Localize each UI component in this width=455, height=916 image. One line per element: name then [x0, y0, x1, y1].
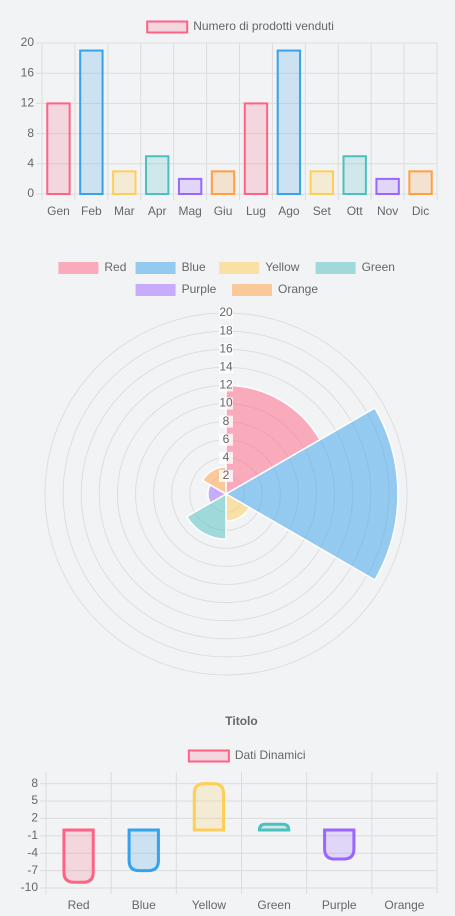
radial-tick-label: 6: [223, 432, 230, 446]
tick-backdrop: [219, 415, 233, 428]
bar: [192, 782, 226, 832]
chart-title: Titolo: [225, 714, 257, 728]
radial-tick-label: 12: [219, 378, 233, 392]
bar: [323, 828, 356, 861]
y-tick-label: 16: [21, 65, 35, 79]
legend-swatch: [187, 749, 230, 763]
radial-tick-label: 16: [219, 341, 233, 355]
polar-sector: [225, 384, 322, 496]
bar: [375, 177, 400, 195]
polar-sector: [185, 492, 227, 541]
y-tick-label: 4: [27, 156, 34, 170]
x-tick-label: Mag: [178, 204, 201, 218]
polar-sector: [224, 407, 399, 581]
y-tick-label: -7: [27, 863, 38, 877]
radial-tick-label: 20: [219, 305, 233, 319]
bar: [257, 822, 291, 832]
legend-label: Purple: [182, 282, 217, 296]
bar: [145, 155, 170, 195]
x-tick-label: Apr: [148, 204, 167, 218]
x-tick-label: Dic: [412, 204, 429, 218]
tick-backdrop: [219, 361, 233, 374]
tick-backdrop: [219, 379, 233, 392]
tick-backdrop: [219, 433, 233, 446]
bar: [210, 170, 236, 196]
legend-swatch: [135, 262, 176, 274]
radial-tick-label: 18: [219, 323, 233, 337]
x-tick-label: Green: [257, 898, 290, 912]
y-tick-label: 12: [21, 96, 35, 110]
tick-backdrop: [219, 343, 233, 356]
radial-tick-label: 4: [223, 450, 230, 464]
legend-label: Numero di prodotti venduti: [193, 19, 334, 33]
bar: [46, 102, 71, 195]
radial-tick-label: 14: [219, 359, 233, 373]
tick-backdrop: [219, 451, 233, 464]
legend-label: Orange: [278, 282, 318, 296]
radial-tick-label: 8: [223, 414, 230, 428]
x-tick-label: Red: [68, 898, 90, 912]
legend-swatch: [58, 262, 99, 274]
x-tick-label: Mar: [114, 204, 135, 218]
legend-swatch: [232, 284, 272, 296]
y-tick-label: 20: [21, 35, 35, 49]
y-tick-label: -1: [27, 828, 38, 842]
y-tick-label: 0: [27, 186, 34, 200]
bar: [309, 170, 334, 196]
x-tick-label: Set: [313, 204, 332, 218]
bar: [127, 828, 160, 873]
y-tick-label: 5: [31, 793, 38, 807]
legend-label: Yellow: [265, 260, 300, 274]
tick-backdrop: [219, 469, 233, 482]
tick-backdrop: [219, 307, 233, 319]
legend-swatch: [219, 262, 260, 274]
tick-backdrop: [219, 397, 233, 410]
x-tick-label: Lug: [246, 204, 266, 218]
legend-label: Green: [362, 260, 395, 274]
bar: [408, 170, 433, 196]
x-tick-label: Blue: [132, 898, 156, 912]
radial-tick-label: 2: [223, 468, 230, 482]
y-tick-label: -4: [27, 845, 38, 859]
legend-swatch: [135, 284, 176, 296]
tick-backdrop: [219, 325, 233, 338]
x-tick-label: Ott: [347, 204, 364, 218]
y-tick-label: 2: [31, 811, 38, 825]
bar: [79, 49, 104, 195]
x-tick-label: Yellow: [192, 898, 227, 912]
x-tick-label: Ago: [278, 204, 300, 218]
y-tick-label: -10: [21, 880, 39, 894]
x-tick-label: Feb: [81, 204, 102, 218]
legend-label: Red: [104, 260, 126, 274]
legend-label: Dati Dinamici: [235, 748, 306, 762]
bar: [62, 828, 95, 884]
x-tick-label: Giu: [214, 204, 233, 218]
y-tick-label: 8: [31, 776, 38, 790]
y-tick-label: 8: [27, 126, 34, 140]
legend-swatch: [315, 262, 356, 274]
x-tick-label: Gen: [47, 204, 70, 218]
legend-label: Blue: [182, 260, 206, 274]
bar: [342, 155, 367, 195]
x-tick-label: Nov: [377, 204, 398, 218]
bar: [177, 177, 203, 195]
legend-swatch: [146, 20, 189, 34]
radial-tick-label: 10: [219, 396, 233, 410]
x-tick-label: Purple: [322, 898, 357, 912]
bar: [276, 49, 302, 195]
bar: [243, 102, 269, 195]
x-tick-label: Orange: [384, 898, 424, 912]
bar: [112, 170, 137, 196]
